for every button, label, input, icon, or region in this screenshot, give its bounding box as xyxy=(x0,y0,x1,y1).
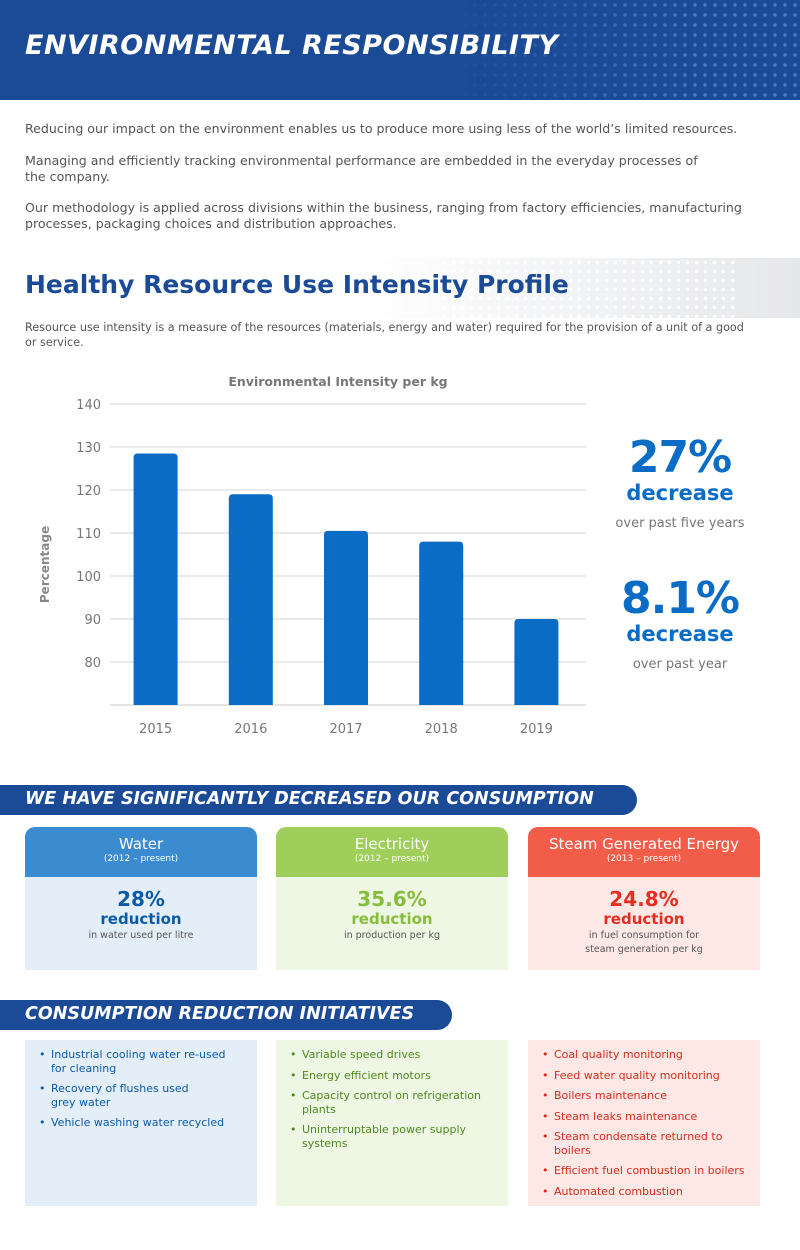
list-item: Variable speed drives xyxy=(290,1048,494,1062)
intro-paragraph-1: Reducing our impact on the environment e… xyxy=(25,121,738,136)
chart-title: Environmental Intensity per kg xyxy=(228,374,447,389)
band-dot-pattern xyxy=(440,258,740,318)
initiatives-banner: CONSUMPTION REDUCTION INITIATIVES xyxy=(0,1000,452,1030)
list-item: Coal quality monitoring xyxy=(542,1048,746,1062)
stat-past-year-value: 8.1% xyxy=(620,573,740,624)
header-dot-pattern xyxy=(440,0,800,100)
page-header: ENVIRONMENTAL RESPONSIBILITY xyxy=(0,0,800,100)
list-item: Boilers maintenance xyxy=(542,1089,746,1103)
x-tick-label: 2017 xyxy=(329,722,362,737)
list-item: Vehicle washing water recycled xyxy=(39,1116,243,1130)
bar-2016 xyxy=(228,494,273,705)
steam-card-body: 24.8% reduction in fuel consumption for … xyxy=(528,877,760,970)
steam-card-percent: 24.8% xyxy=(609,887,679,911)
profile-title-band xyxy=(0,258,800,318)
consumption-banner-text: WE HAVE SIGNIFICANTLY DECREASED OUR CONS… xyxy=(25,789,594,809)
water-card-body: 28% reduction in water used per litre xyxy=(25,877,257,970)
intro-paragraph-3: Our methodology is applied across divisi… xyxy=(25,200,742,231)
list-item: Steam condensate returned to boilers xyxy=(542,1130,746,1157)
stat-five-years-sub: over past five years xyxy=(615,516,745,531)
list-item: Feed water quality monitoring xyxy=(542,1069,746,1083)
intensity-bar-chart: Environmental Intensity per kg 140 130 120 1… xyxy=(38,374,586,737)
list-item: Recovery of flushes used grey water xyxy=(39,1082,243,1109)
page-title: ENVIRONMENTAL RESPONSIBILITY xyxy=(25,30,559,61)
steam-card-title: Steam Generated Energy xyxy=(548,835,740,853)
electricity-card: Electricity (2012 – present) 35.6% reduc… xyxy=(276,827,508,970)
stat-past-year-label: decrease xyxy=(626,622,734,646)
steam-card-label: reduction xyxy=(603,910,685,928)
water-card: Water (2012 – present) 28% reduction in … xyxy=(25,827,257,970)
steam-card-period: (2013 – present) xyxy=(606,854,682,864)
water-card-label: reduction xyxy=(100,910,182,928)
section-description: Resource use intensity is a measure of t… xyxy=(25,321,744,349)
electricity-card-period: (2012 – present) xyxy=(354,854,430,864)
bar-2019 xyxy=(514,619,559,705)
stat-past-year: 8.1% decrease over past year xyxy=(590,573,770,673)
stat-five-years: 27% decrease over past five years xyxy=(590,432,770,532)
water-initiatives-list: Industrial cooling water re-used for cle… xyxy=(25,1040,257,1206)
steam-initiatives-list: Coal quality monitoring Feed water quali… xyxy=(528,1040,760,1206)
water-card-period: (2012 – present) xyxy=(103,854,179,864)
x-tick-label: 2016 xyxy=(234,722,267,737)
water-card-title: Water xyxy=(118,835,164,853)
y-tick-label: 140 xyxy=(76,398,101,413)
x-tick-label: 2018 xyxy=(425,722,458,737)
y-tick-label: 110 xyxy=(76,527,101,542)
consumption-banner: WE HAVE SIGNIFICANTLY DECREASED OUR CONS… xyxy=(0,785,637,815)
initiatives-banner-text: CONSUMPTION REDUCTION INITIATIVES xyxy=(25,1004,415,1024)
list-item: Industrial cooling water re-used for cle… xyxy=(39,1048,243,1075)
stat-five-years-value: 27% xyxy=(628,432,732,483)
x-tick-label: 2015 xyxy=(139,722,172,737)
steam-card-desc: in fuel consumption for steam generation… xyxy=(585,930,703,955)
steam-card-header: Steam Generated Energy (2013 – present) xyxy=(528,827,760,877)
list-item: Efficient fuel combustion in boilers xyxy=(542,1164,746,1178)
y-axis-label: Percentage xyxy=(38,526,52,603)
water-card-percent: 28% xyxy=(117,887,165,911)
stat-past-year-sub: over past year xyxy=(632,657,728,672)
list-item: Uninterruptable power supply systems xyxy=(290,1123,494,1150)
bar-2018 xyxy=(419,541,464,705)
bar-2017 xyxy=(324,530,368,705)
electricity-initiatives-list: Variable speed drives Energy efficient m… xyxy=(276,1040,508,1206)
list-item: Energy efficient motors xyxy=(290,1069,494,1083)
electricity-card-desc: in production per kg xyxy=(343,930,441,941)
y-tick-label: 130 xyxy=(76,441,101,456)
steam-card: Steam Generated Energy (2013 – present) … xyxy=(528,827,760,970)
list-item: Steam leaks maintenance xyxy=(542,1110,746,1124)
y-tick-label: 120 xyxy=(76,484,101,499)
water-card-header: Water (2012 – present) xyxy=(25,827,257,877)
section-title: Healthy Resource Use Intensity Profile xyxy=(25,270,569,299)
x-tick-label: 2019 xyxy=(520,722,553,737)
electricity-card-header: Electricity (2012 – present) xyxy=(276,827,508,877)
water-card-desc: in water used per litre xyxy=(88,930,194,941)
list-item: Automated combustion xyxy=(542,1185,746,1199)
electricity-card-body: 35.6% reduction in production per kg xyxy=(276,877,508,970)
electricity-card-label: reduction xyxy=(351,910,433,928)
list-item: Capacity control on refrigeration plants xyxy=(290,1089,494,1116)
intro-paragraph-2: Managing and efficiently tracking enviro… xyxy=(25,153,698,184)
y-tick-label: 80 xyxy=(84,656,101,671)
y-tick-label: 90 xyxy=(84,613,101,628)
y-tick-label: 100 xyxy=(76,570,101,585)
stat-five-years-label: decrease xyxy=(626,481,734,505)
bar-2015 xyxy=(133,453,178,705)
electricity-card-percent: 35.6% xyxy=(357,887,427,911)
electricity-card-title: Electricity xyxy=(354,835,430,853)
